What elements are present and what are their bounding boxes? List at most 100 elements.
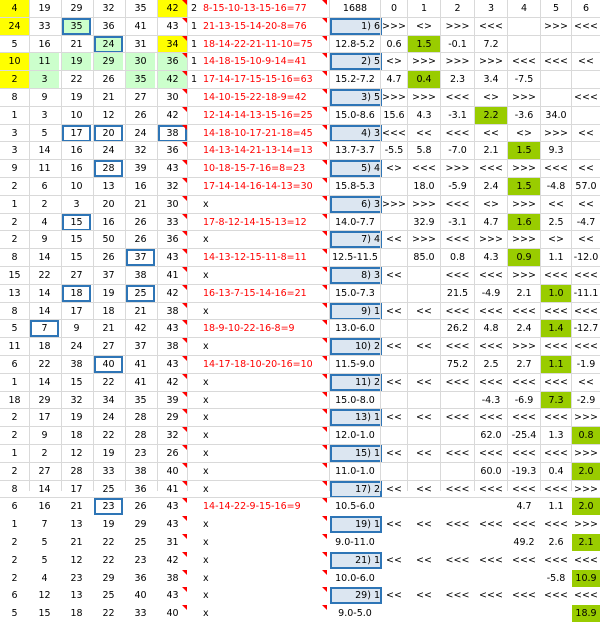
ratio-cell[interactable]: 15.2-7.2 [335,74,375,86]
value-cell[interactable]: 2.0 [572,498,600,516]
value-cell[interactable]: <<< [445,554,470,566]
value-cell[interactable]: << [386,305,402,317]
value-cell[interactable]: <> [416,20,432,32]
number-cell[interactable]: 23 [134,448,147,459]
count-cell[interactable]: 1 [190,74,198,86]
number-cell[interactable]: 27 [38,465,51,477]
number-cell[interactable]: 3 [73,198,80,210]
value-cell[interactable]: 10.9 [572,569,600,587]
sequence-cell[interactable]: x [203,198,209,210]
number-cell[interactable]: 43 [166,252,179,264]
number-cell[interactable]: 24 [70,341,83,353]
value-cell[interactable]: <<< [479,376,503,388]
value-cell[interactable] [441,534,474,551]
number-cell[interactable]: 32 [166,181,179,192]
number-cell[interactable]: 43 [166,359,179,370]
value-cell[interactable]: -12.7 [573,323,599,335]
value-cell[interactable]: <<< [479,483,503,495]
value-cell[interactable]: <> [483,198,499,210]
value-cell[interactable]: <<< [445,127,470,139]
value-cell[interactable]: 4.8 [483,323,499,335]
value-cell[interactable] [408,427,440,444]
value-cell[interactable]: 0.8 [449,252,466,264]
column-header-5[interactable]: 5 [552,3,560,14]
number-cell[interactable]: 26 [134,216,147,228]
sequence-cell[interactable]: 14-13-14-21-13-14=13 [203,145,313,157]
value-cell[interactable]: << [386,590,402,602]
value-cell[interactable] [381,249,407,266]
number-cell[interactable]: 40 [94,356,123,373]
value-cell[interactable] [508,36,540,53]
value-cell[interactable]: <<< [479,519,503,531]
value-cell[interactable]: << [386,341,402,353]
value-cell[interactable]: << [416,412,432,424]
ratio-cell[interactable]: 15.0-7.3 [335,287,375,299]
number-cell[interactable]: 12 [102,109,115,121]
number-cell[interactable]: 35 [62,17,91,35]
number-cell[interactable]: 21 [134,305,147,317]
count-cell[interactable] [188,267,200,284]
value-cell[interactable] [408,356,440,373]
count-cell[interactable] [188,463,200,480]
number-cell[interactable]: 32 [166,430,179,442]
number-cell[interactable]: 18 [8,394,21,406]
ratio-cell[interactable]: 14.0-7.7 [335,216,375,228]
number-cell[interactable]: 42 [166,376,179,388]
number-cell[interactable]: 29 [94,53,123,71]
value-cell[interactable]: <<< [574,270,598,281]
sequence-cell[interactable]: 14-17-18-10-20-16=10 [203,359,313,370]
column-header-4[interactable]: 4 [520,3,528,14]
number-cell[interactable]: 22 [38,270,51,281]
value-cell[interactable] [381,534,407,551]
sequence-cell[interactable]: x [203,608,209,620]
number-cell[interactable]: 10 [0,53,29,71]
value-cell[interactable]: <<< [544,483,568,495]
value-cell[interactable] [541,605,571,622]
number-cell[interactable]: 32 [70,394,83,406]
value-cell[interactable]: <<< [479,412,503,424]
score-cell[interactable]: 1) 6 [330,17,382,35]
number-cell[interactable]: 19 [102,448,115,459]
value-cell[interactable]: 1.0 [541,284,571,302]
value-cell[interactable] [508,605,540,622]
number-cell[interactable]: 14 [38,145,51,157]
value-cell[interactable]: -6.9 [514,394,534,406]
number-cell[interactable]: 22 [38,359,51,370]
value-cell[interactable]: <<< [479,270,503,281]
value-cell[interactable]: -4.8 [546,181,566,192]
number-cell[interactable]: 17 [38,412,51,424]
value-cell[interactable]: <<< [574,341,598,353]
value-cell[interactable] [572,107,600,124]
number-cell[interactable]: 27 [102,341,115,353]
count-cell[interactable] [188,160,200,177]
number-cell[interactable]: 41 [134,359,147,370]
number-cell[interactable]: 5 [41,537,48,548]
value-cell[interactable] [381,356,407,373]
number-cell[interactable]: 9 [41,430,48,442]
score-cell[interactable]: 15) 1 [330,445,382,462]
sequence-cell[interactable]: 17-14-14-16-14-13=30 [203,181,313,192]
number-cell[interactable]: 2 [11,234,18,246]
value-cell[interactable]: 4.3 [483,252,499,264]
value-cell[interactable]: 57.0 [575,181,597,192]
number-cell[interactable]: 35 [134,394,147,406]
score-cell[interactable]: 17) 2 [330,480,382,498]
number-cell[interactable]: 3 [11,127,18,139]
ratio-cell[interactable]: 12.0-1.0 [335,430,375,442]
number-cell[interactable]: 24 [134,127,147,139]
number-cell[interactable]: 4 [41,572,48,584]
number-cell[interactable]: 12 [38,590,51,602]
count-cell[interactable]: 1 [190,20,198,32]
value-cell[interactable]: 2.0 [572,462,600,480]
column-header-1[interactable]: 1 [420,3,428,14]
number-cell[interactable]: 14 [38,483,51,495]
number-cell[interactable]: 22 [70,74,83,86]
value-cell[interactable]: <<< [574,92,598,103]
number-cell[interactable]: 14 [38,287,51,299]
value-cell[interactable]: <<< [445,590,470,602]
score-cell[interactable]: 4) 3 [330,124,382,142]
number-cell[interactable]: 41 [134,376,147,388]
value-cell[interactable]: <<< [512,448,536,459]
value-cell[interactable]: >>> [574,483,598,495]
value-cell[interactable]: >>> [479,234,503,246]
